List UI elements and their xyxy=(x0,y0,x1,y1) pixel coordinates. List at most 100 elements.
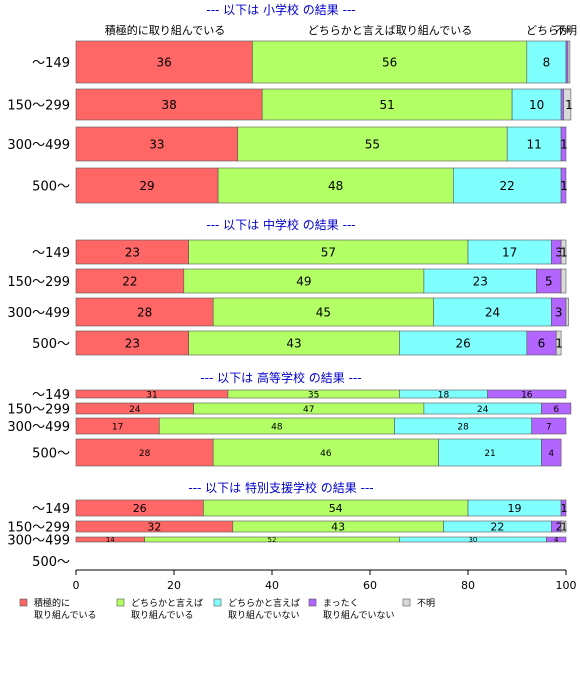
data-label: 54 xyxy=(329,502,343,515)
data-label: 29 xyxy=(139,179,154,193)
bar-segment xyxy=(75,438,214,467)
data-label: 6 xyxy=(538,337,546,351)
bar-segment xyxy=(423,268,537,294)
data-label: 38 xyxy=(161,98,176,112)
data-label: 23 xyxy=(125,246,140,260)
data-label: 5 xyxy=(545,275,553,289)
data-label: 26 xyxy=(455,337,470,351)
bar-segment xyxy=(75,268,185,294)
data-label: 52 xyxy=(268,536,277,544)
section-title: --- 以下は 特別支援学校 の結果 --- xyxy=(188,480,373,495)
data-label: 35 xyxy=(308,390,319,400)
category-label: 300～499 xyxy=(7,420,70,435)
section-title: --- 以下は 高等学校 の結果 --- xyxy=(200,370,361,385)
legend-swatch xyxy=(19,598,28,607)
data-label: 1 xyxy=(560,138,568,152)
data-label: 28 xyxy=(137,306,152,320)
category-label: 500～ xyxy=(32,447,70,462)
category-label: 500～ xyxy=(32,555,70,570)
bar-segment xyxy=(567,40,571,84)
data-label: 24 xyxy=(477,405,489,415)
data-label: 17 xyxy=(112,422,123,432)
data-label: 30 xyxy=(468,536,477,544)
category-label: 300～499 xyxy=(7,306,70,321)
category-label: 300～499 xyxy=(7,138,70,153)
data-label: 22 xyxy=(490,521,504,534)
bar-segment xyxy=(560,239,567,265)
bar-segment xyxy=(560,167,567,204)
legend-swatch xyxy=(402,598,411,607)
category-label: ～149 xyxy=(32,56,70,71)
data-label: 22 xyxy=(500,179,515,193)
category-label: 150～299 xyxy=(7,275,70,290)
legend-swatch xyxy=(308,598,317,607)
data-label: 6 xyxy=(553,405,559,415)
data-label: 32 xyxy=(147,521,161,534)
bar-segment xyxy=(252,40,528,84)
data-label: 24 xyxy=(129,405,141,415)
data-label: 46 xyxy=(320,449,332,459)
bar-segment xyxy=(565,297,569,327)
category-label: 150～299 xyxy=(7,521,70,536)
data-label: 1 xyxy=(561,521,568,534)
x-tick-label: 60 xyxy=(363,579,377,592)
data-label: 3 xyxy=(555,306,563,320)
data-label: 2 xyxy=(556,521,563,534)
bar-segment xyxy=(531,417,567,435)
bar-segment xyxy=(438,438,542,467)
data-label: 26 xyxy=(133,502,147,515)
data-label: 21 xyxy=(484,449,495,459)
legend-label: 取り組んでいる xyxy=(34,609,97,621)
data-label: 1 xyxy=(561,502,568,515)
bar-segment xyxy=(212,297,434,327)
x-tick-label: 0 xyxy=(73,579,80,592)
data-label: 31 xyxy=(146,390,157,400)
data-label: 19 xyxy=(508,502,522,515)
x-tick-label: 20 xyxy=(167,579,181,592)
data-label: 43 xyxy=(331,521,345,534)
section-title: --- 以下は 中学校 の結果 --- xyxy=(206,217,355,232)
legend-label: 取り組んでいない xyxy=(323,609,395,621)
bar-segment xyxy=(506,126,562,162)
data-label: 8 xyxy=(543,56,551,70)
bar-segment xyxy=(75,126,238,162)
data-label: 4 xyxy=(554,536,559,544)
category-label: 300～499 xyxy=(7,534,70,549)
data-label: 14 xyxy=(106,536,115,544)
data-label: 11 xyxy=(527,138,542,152)
bar-segment xyxy=(261,88,513,121)
bar-segment xyxy=(75,330,189,356)
bar-segment xyxy=(560,268,567,294)
legend-label: どちらかと言えば xyxy=(131,597,203,609)
data-label: 3 xyxy=(555,246,563,260)
data-label: 10 xyxy=(529,98,544,112)
legend-swatch xyxy=(116,598,125,607)
bar-segment xyxy=(212,438,439,467)
data-label: 23 xyxy=(473,275,488,289)
data-label: 1 xyxy=(560,179,568,193)
data-label: 18 xyxy=(438,390,450,400)
category-label: ～149 xyxy=(32,502,70,517)
x-tick-label: 80 xyxy=(461,579,475,592)
bar-segment xyxy=(75,239,189,265)
bar-segment xyxy=(75,297,214,327)
data-label: 16 xyxy=(521,390,533,400)
data-label: 49 xyxy=(296,275,311,289)
data-label: 1 xyxy=(560,246,568,260)
bar-segment xyxy=(75,88,263,121)
data-label: 48 xyxy=(271,422,283,432)
data-label: 1 xyxy=(565,98,573,112)
bar-segment xyxy=(555,330,562,356)
bar-segment xyxy=(546,536,567,543)
legend-label: 取り組んでいる xyxy=(131,609,194,621)
data-label: 23 xyxy=(125,337,140,351)
bar-segment xyxy=(452,167,562,204)
data-label: 57 xyxy=(321,246,336,260)
data-label: 47 xyxy=(303,405,314,415)
legend-label: どちらかと言えば xyxy=(228,597,300,609)
bar-segment xyxy=(511,88,562,121)
data-label: 33 xyxy=(149,138,164,152)
category-label: ～149 xyxy=(32,388,70,403)
category-label: 500～ xyxy=(32,337,70,352)
